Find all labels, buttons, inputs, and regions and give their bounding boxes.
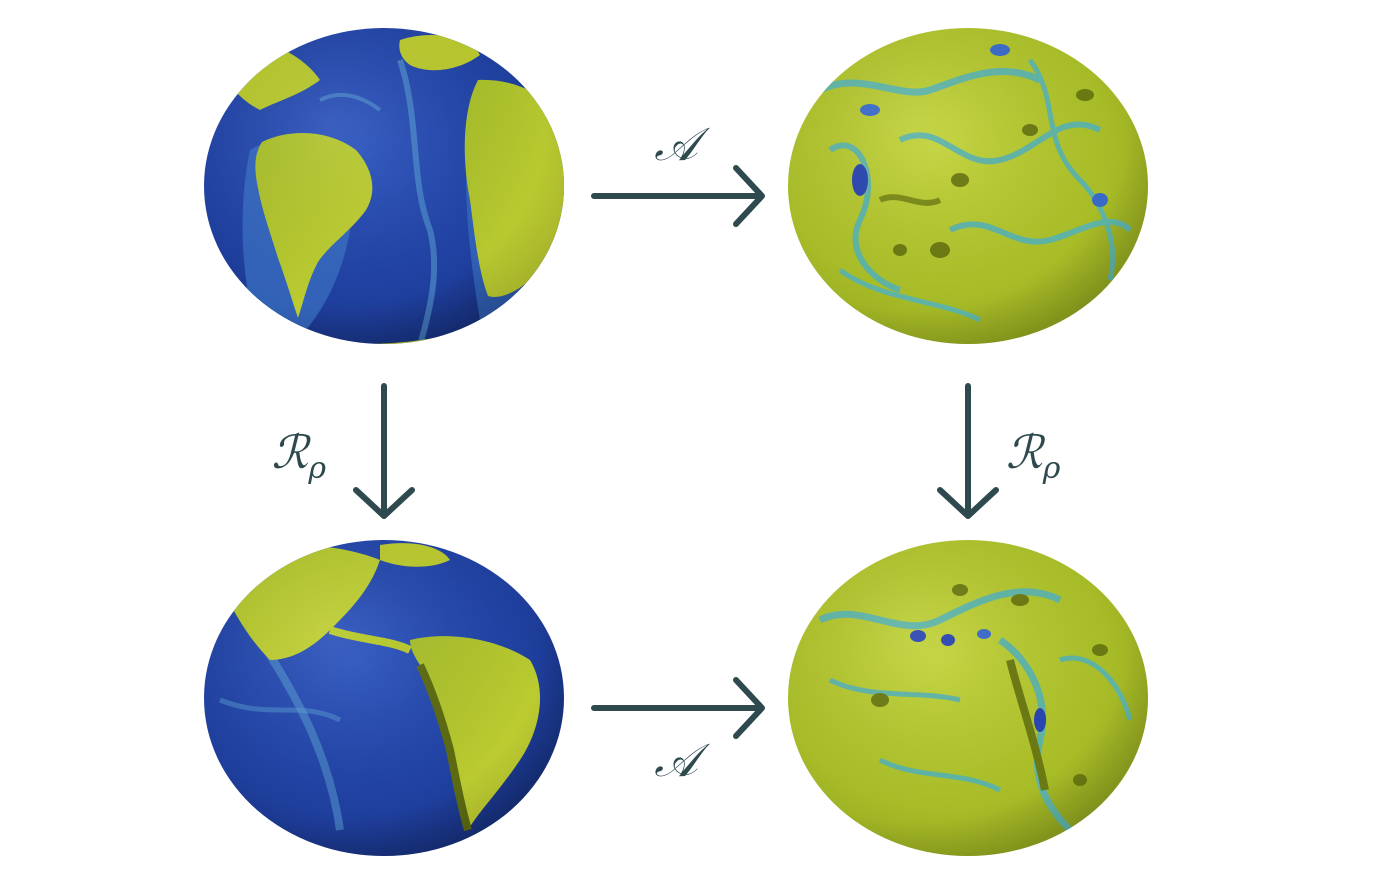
globe-rotated-input — [204, 540, 564, 856]
arrow-rotation-left — [353, 383, 415, 519]
label-map-top: 𝒜 — [654, 117, 710, 171]
arrow-map-bottom — [591, 677, 765, 739]
label-rotation-left: ℛρ — [272, 425, 327, 486]
label-rotation-right: ℛρ — [1006, 425, 1061, 486]
label-map-bottom: 𝒜 — [654, 733, 710, 787]
globe-output — [788, 28, 1148, 344]
globe-input — [204, 28, 564, 344]
arrow-rotation-right — [937, 383, 999, 519]
globe-rotated-output — [788, 540, 1148, 856]
arrow-map-top — [591, 165, 765, 227]
